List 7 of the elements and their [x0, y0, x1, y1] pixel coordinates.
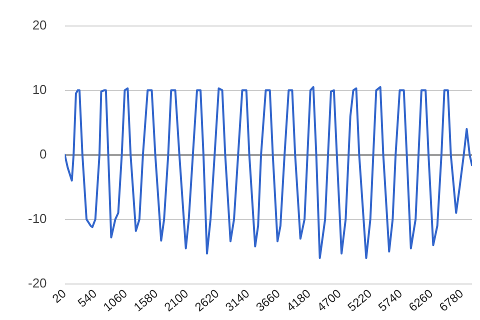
- y-tick-label: 20: [32, 17, 47, 32]
- x-tick-label: 20: [50, 286, 70, 306]
- y-tick-label: -20: [28, 275, 47, 290]
- y-tick-label: -10: [28, 210, 47, 226]
- y-tick-label: 0: [40, 146, 47, 162]
- y-tick-label: 10: [32, 82, 47, 97]
- x-tick-label: 540: [75, 286, 100, 310]
